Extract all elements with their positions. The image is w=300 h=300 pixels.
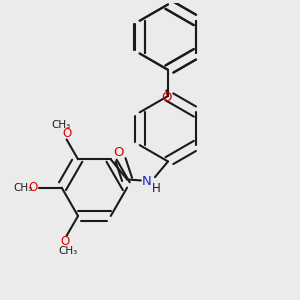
Text: O: O (161, 91, 172, 104)
Text: O: O (60, 235, 70, 248)
Text: CH₃: CH₃ (52, 120, 71, 130)
Text: O: O (28, 181, 38, 194)
Text: O: O (114, 146, 124, 159)
Text: O: O (63, 127, 72, 140)
Text: CH₃: CH₃ (58, 245, 78, 256)
Text: CH₃: CH₃ (14, 183, 33, 193)
Text: H: H (152, 182, 161, 195)
Text: N: N (142, 175, 152, 188)
